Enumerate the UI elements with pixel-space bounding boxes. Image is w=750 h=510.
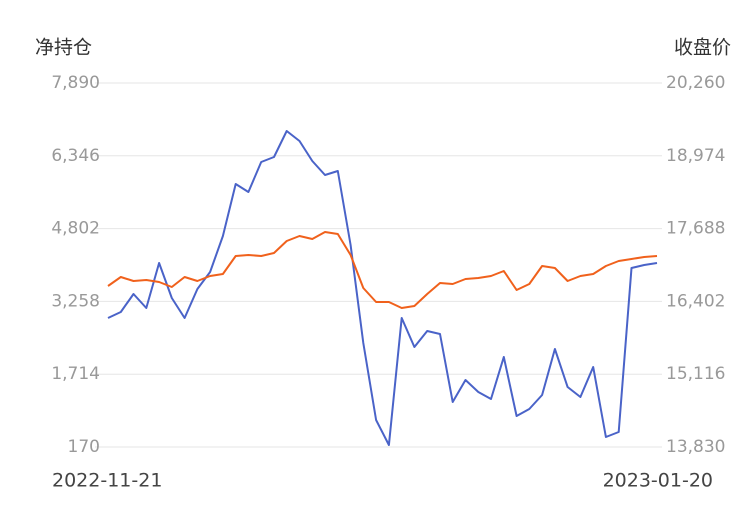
- y-tick-label: 6,346: [51, 146, 100, 166]
- y2-tick-label: 15,116: [666, 364, 725, 384]
- x-tick-label: 2023-01-20: [603, 470, 713, 492]
- y2-tick-label: 13,830: [666, 437, 725, 457]
- y-tick-label: 4,802: [51, 219, 100, 239]
- x-tick-label: 2022-11-21: [52, 470, 162, 492]
- y2-axis-title: 收盘价: [674, 37, 731, 59]
- y-axis-title: 净持仓: [35, 37, 92, 59]
- y2-tick-label: 16,402: [666, 291, 725, 311]
- series-line: [107, 130, 658, 446]
- y-tick-label: 3,258: [51, 291, 100, 311]
- y2-tick-label: 20,260: [666, 73, 725, 93]
- y2-tick-label: 17,688: [666, 219, 725, 239]
- y2-tick-label: 18,974: [666, 146, 725, 166]
- y-tick-label: 1,714: [51, 364, 100, 384]
- y-tick-label: 7,890: [51, 73, 100, 93]
- series-line: [107, 231, 658, 309]
- y-tick-label: 170: [68, 437, 100, 457]
